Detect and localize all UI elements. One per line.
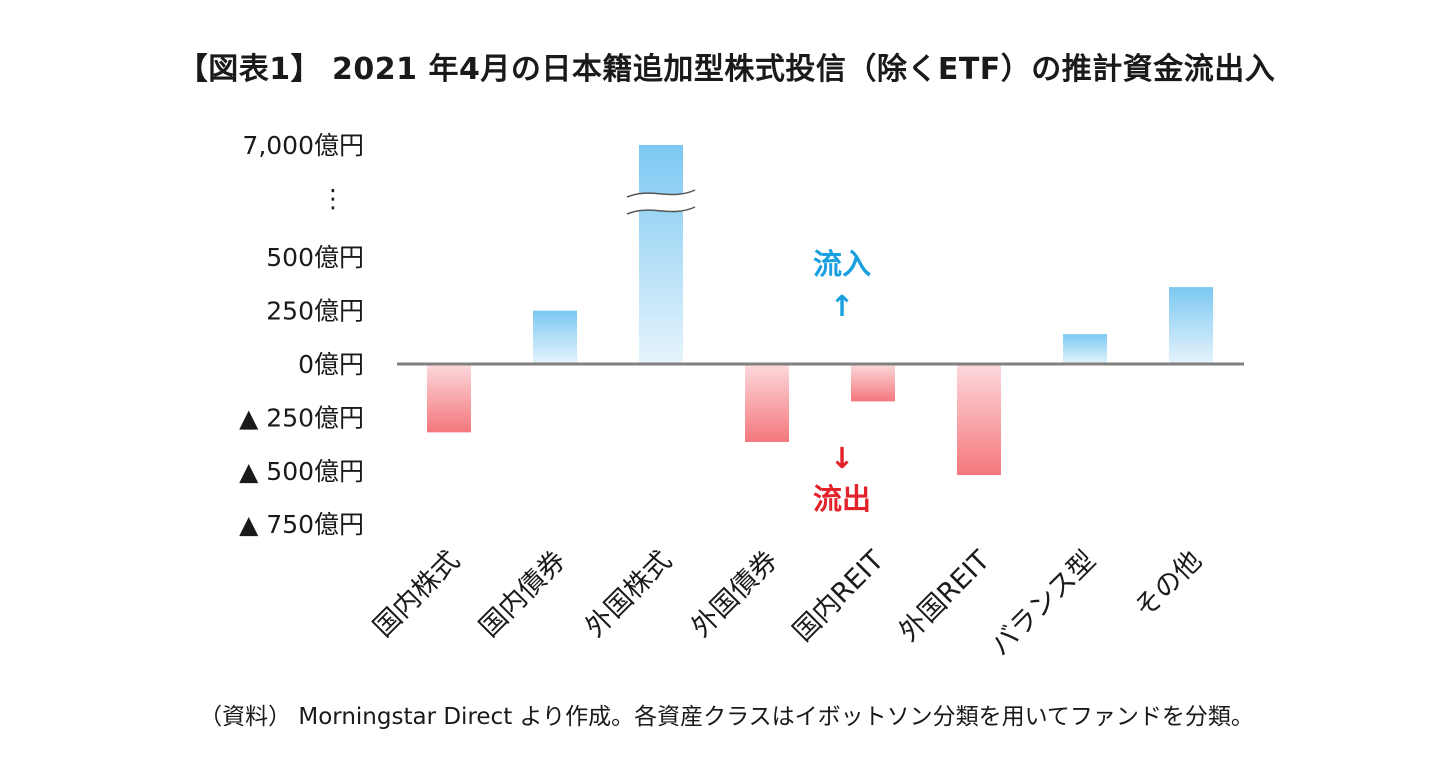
category-label: 国内REIT	[787, 545, 890, 648]
category-label: 国内株式	[368, 545, 466, 643]
bar-外国REIT	[957, 364, 1001, 476]
inflow-arrow-icon: ↑	[830, 289, 854, 323]
y-tick-label: 500億円	[266, 243, 364, 272]
bar-バランス型	[1063, 334, 1107, 364]
outflow-arrow-icon: ↓	[830, 441, 854, 475]
break-line-lower	[626, 206, 696, 215]
y-tick-label: ▲ 500億円	[239, 457, 364, 486]
bar-国内債券	[533, 310, 577, 364]
inflow-label: 流入	[813, 247, 871, 281]
axis-break-mark: ⋮	[321, 184, 346, 213]
category-label: 外国債券	[686, 545, 784, 643]
axis-break-symbol	[626, 189, 696, 215]
break-gap	[627, 190, 695, 214]
category-label: 外国REIT	[893, 545, 996, 648]
bar-外国債券	[745, 364, 789, 442]
y-tick-label: ▲ 750億円	[239, 510, 364, 539]
y-tick-label: 7,000億円	[242, 131, 364, 160]
y-tick-label: 250億円	[266, 297, 364, 326]
outflow-label: 流出	[813, 482, 871, 516]
category-label: その他	[1129, 545, 1208, 624]
break-line-upper	[626, 189, 696, 198]
bar-その他	[1169, 287, 1213, 364]
bars	[427, 145, 1213, 476]
y-tick-label: 0億円	[298, 350, 364, 379]
category-label: 国内債券	[474, 545, 572, 643]
bar-国内株式	[427, 364, 471, 433]
source-note: （資料） Morningstar Direct より作成。各資産クラスはイボット…	[199, 704, 1254, 730]
chart-title: 【図表1】 2021 年4月の日本籍追加型株式投信（除くETF）の推計資金流出入	[177, 52, 1276, 87]
y-tick-label: ▲ 250億円	[239, 403, 364, 432]
bar-国内REIT	[851, 364, 895, 402]
category-label: バランス型	[985, 545, 1102, 662]
category-label: 外国株式	[580, 545, 678, 643]
bar-外国株式	[639, 145, 683, 364]
y-axis-ticks: 7,000億円 500億円 250億円 0億円 ▲ 250億円 ▲ 500億円 ▲ 750億…	[239, 131, 364, 539]
